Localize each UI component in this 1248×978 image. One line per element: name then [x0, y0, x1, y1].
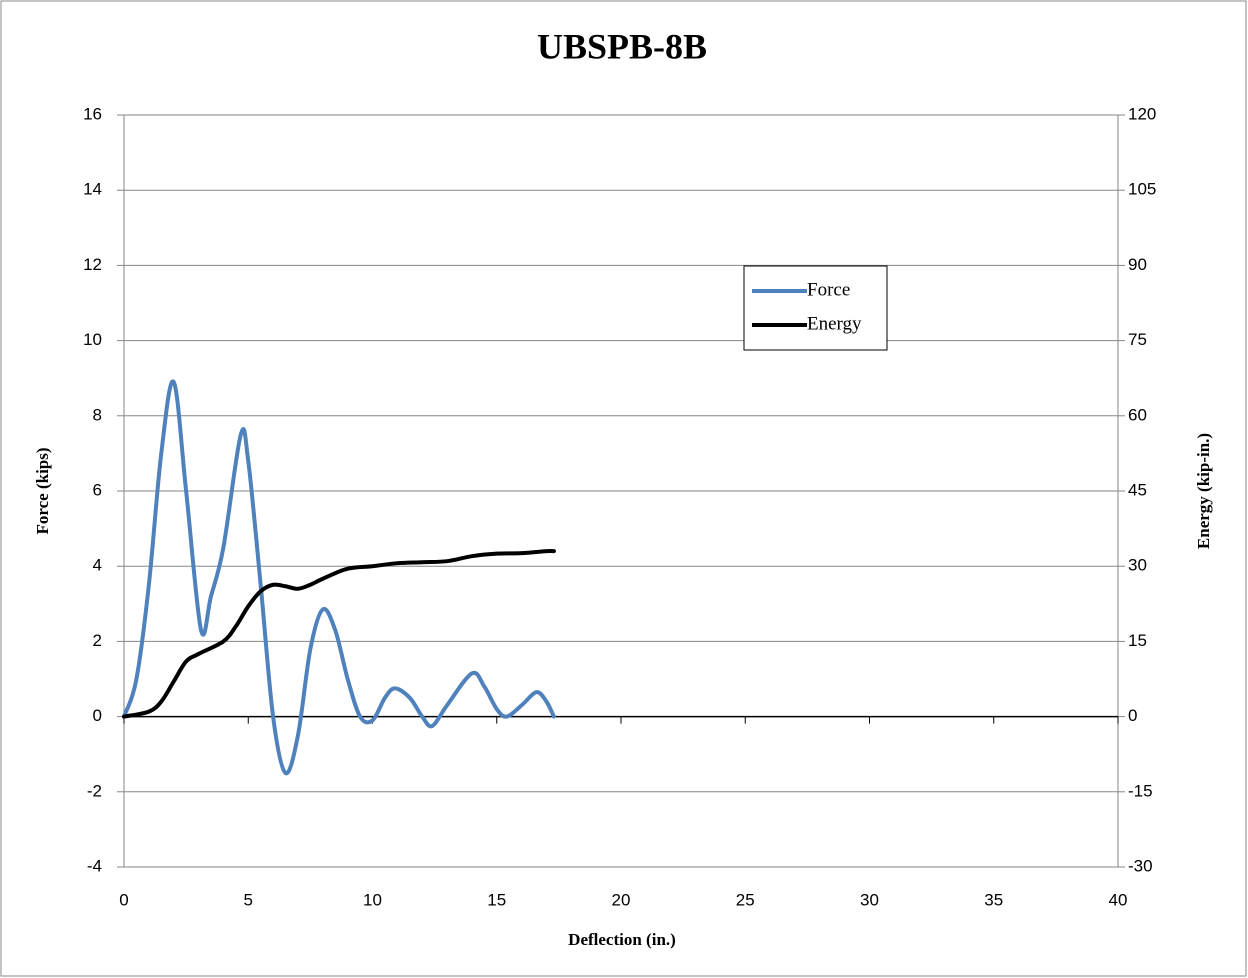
series-line — [122, 549, 556, 719]
y2-axis-label: Energy (kip-in.) — [1194, 433, 1213, 549]
y-tick-label: 6 — [93, 480, 102, 499]
y-tick-label: -4 — [87, 856, 102, 875]
legend-label: Energy — [807, 313, 862, 334]
y-tick-label: 0 — [93, 706, 102, 725]
y2-tick-label: 15 — [1128, 631, 1147, 650]
y2-tick-label: 45 — [1128, 480, 1147, 499]
legend-box — [743, 265, 888, 351]
x-axis-label: Deflection (in.) — [568, 930, 676, 949]
x-tick-label: 30 — [860, 890, 879, 909]
y-tick-label: -2 — [87, 781, 102, 800]
legend-label: Force — [807, 279, 850, 300]
y2-tick-label: -15 — [1128, 781, 1153, 800]
chart-title: UBSPB-8B — [537, 26, 707, 66]
y2-tick-label: -30 — [1128, 856, 1153, 875]
y2-tick-label: 90 — [1128, 255, 1147, 274]
x-tick-label: 25 — [736, 890, 755, 909]
x-tick-label: 20 — [612, 890, 631, 909]
y2-tick-label: 30 — [1128, 556, 1147, 575]
y2-tick-label: 60 — [1128, 405, 1147, 424]
y-tick-label: 10 — [83, 330, 102, 349]
series-line — [122, 379, 556, 776]
y-tick-label: 2 — [93, 631, 102, 650]
y2-tick-label: 0 — [1128, 706, 1137, 725]
x-tick-label: 40 — [1109, 890, 1128, 909]
x-tick-label: 0 — [119, 890, 128, 909]
y-tick-label: 14 — [83, 180, 102, 199]
y2-tick-label: 120 — [1128, 104, 1156, 123]
x-tick-label: 15 — [487, 890, 506, 909]
y-axis-label: Force (kips) — [33, 447, 52, 534]
y-tick-label: 4 — [93, 556, 102, 575]
x-tick-label: 5 — [244, 890, 253, 909]
x-tick-label: 35 — [984, 890, 1003, 909]
y-tick-label: 16 — [83, 104, 102, 123]
y-tick-label: 12 — [83, 255, 102, 274]
y-tick-label: 8 — [93, 405, 102, 424]
y2-tick-label: 75 — [1128, 330, 1147, 349]
x-tick-label: 10 — [363, 890, 382, 909]
y2-tick-label: 105 — [1128, 180, 1156, 199]
